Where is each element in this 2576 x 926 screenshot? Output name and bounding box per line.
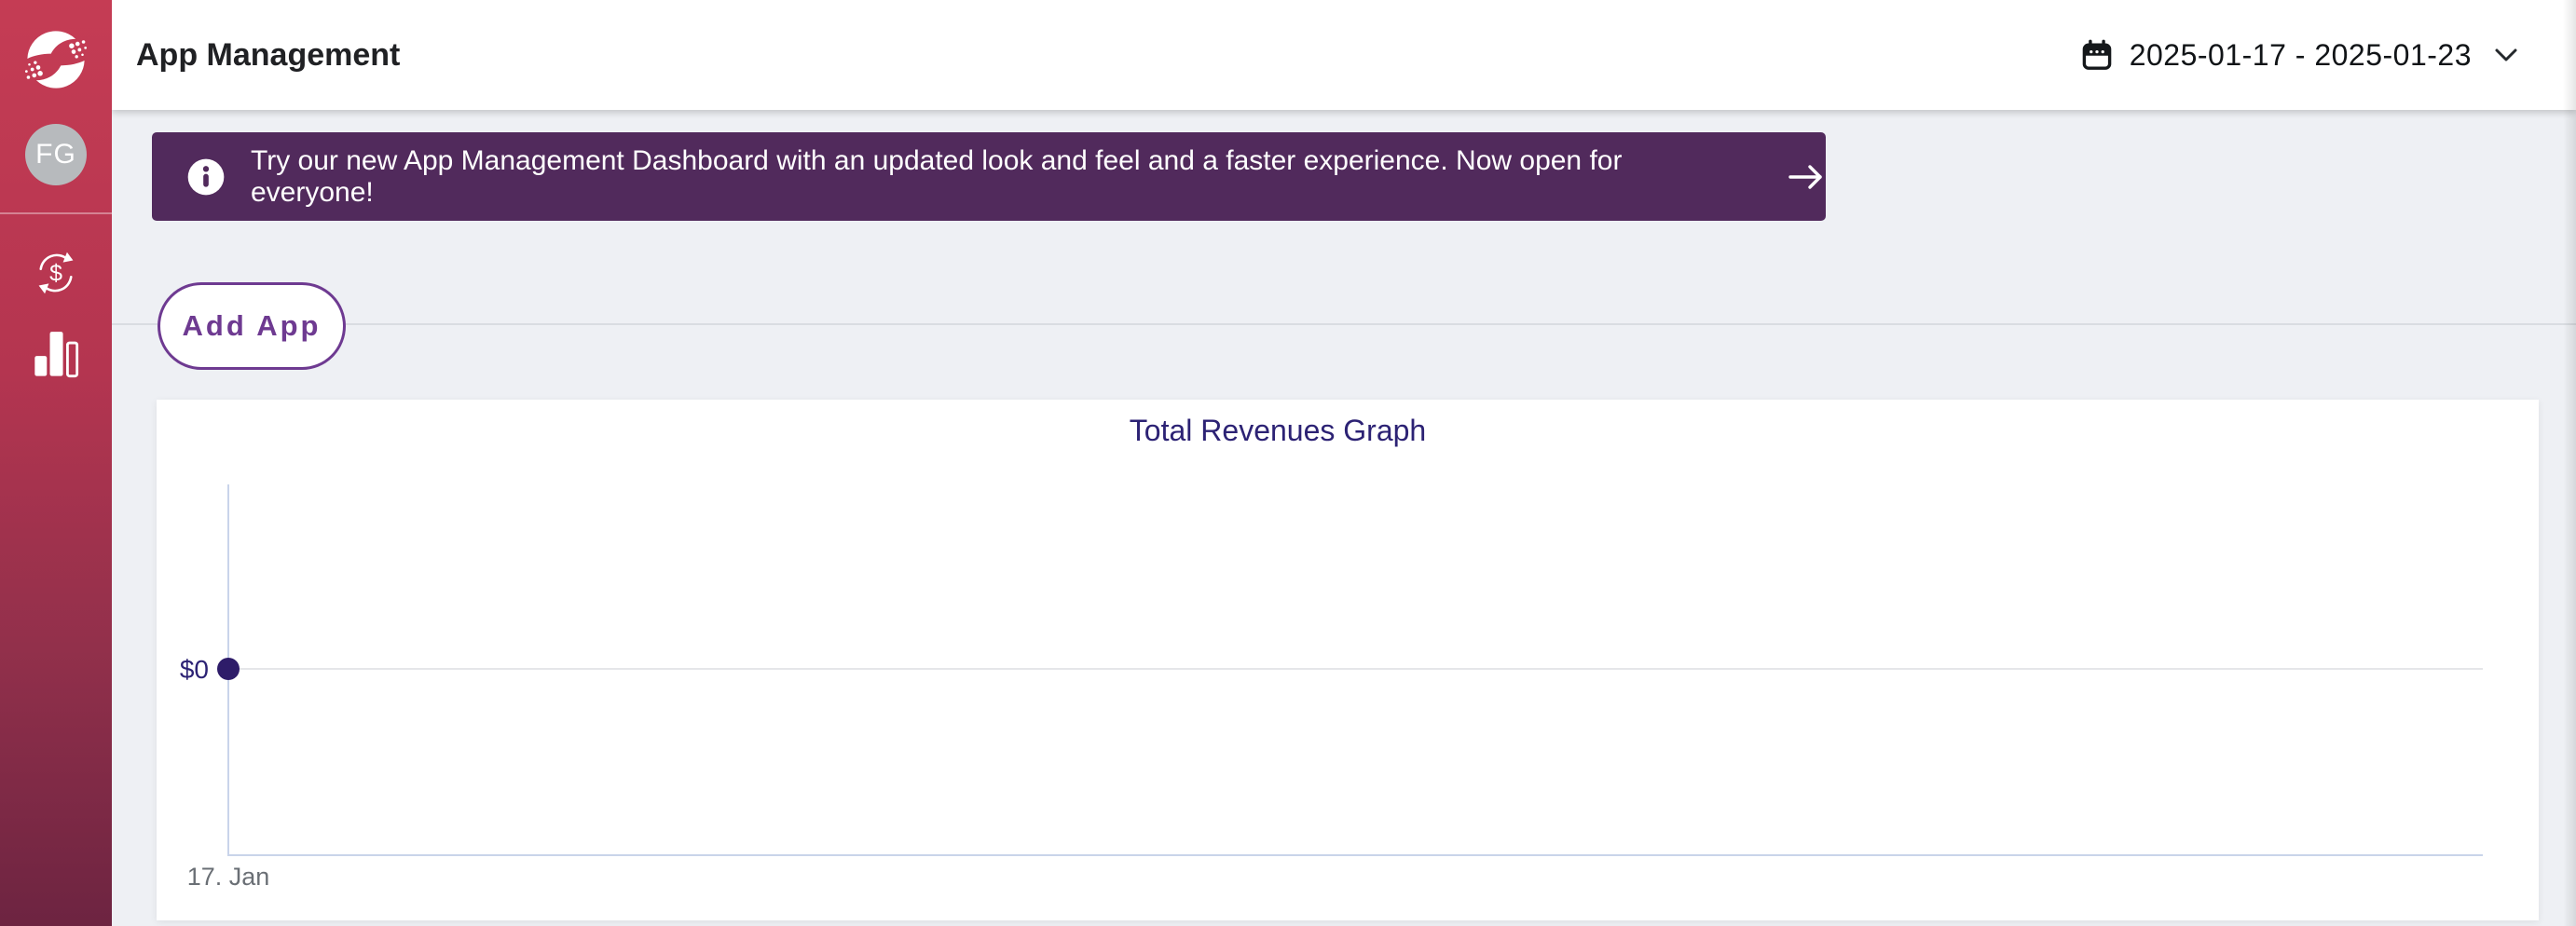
chart-data-point: [217, 658, 240, 680]
sidebar-item-monetization[interactable]: $: [0, 244, 112, 302]
logo-swirl-icon: [24, 31, 88, 89]
y-axis-tick-label: $0: [179, 655, 209, 684]
total-revenues-chart-card: Total Revenues Graph $0 17. Jan: [157, 400, 2539, 920]
sidebar: FG $: [0, 0, 112, 926]
sidebar-divider: [0, 212, 112, 214]
company-logo-icon[interactable]: [21, 24, 91, 95]
avatar-initials: FG: [35, 139, 76, 170]
user-avatar[interactable]: FG: [25, 124, 87, 185]
chart-gridline-zero: [229, 668, 2483, 670]
currency-exchange-icon: $: [38, 252, 74, 294]
svg-text:$: $: [49, 261, 62, 287]
announcement-banner[interactable]: Try our new App Management Dashboard wit…: [152, 132, 1826, 221]
top-header: App Management 2025-01-17 - 2025-01-23: [112, 0, 2576, 110]
date-range-picker[interactable]: 2025-01-17 - 2025-01-23: [2081, 38, 2518, 73]
x-axis-tick-label: 17. Jan: [186, 863, 270, 891]
chevron-down-icon: [2495, 48, 2517, 61]
info-icon: [187, 158, 225, 195]
chart-title: Total Revenues Graph: [1129, 414, 1427, 447]
add-app-button[interactable]: Add App: [158, 282, 346, 370]
banner-message: Try our new App Management Dashboard wit…: [251, 144, 1623, 208]
sidebar-item-app-analytics[interactable]: [0, 326, 112, 384]
calendar-icon: [2082, 39, 2111, 70]
page-title: App Management: [136, 36, 401, 73]
bar-chart-icon: [34, 332, 79, 378]
date-range-value: 2025-01-17 - 2025-01-23: [2129, 37, 2472, 72]
scroll-edge-shade: [2563, 0, 2576, 926]
section-divider: [112, 323, 2576, 325]
arrow-right-icon[interactable]: [1787, 162, 1826, 192]
chart-x-axis: [227, 854, 2483, 856]
